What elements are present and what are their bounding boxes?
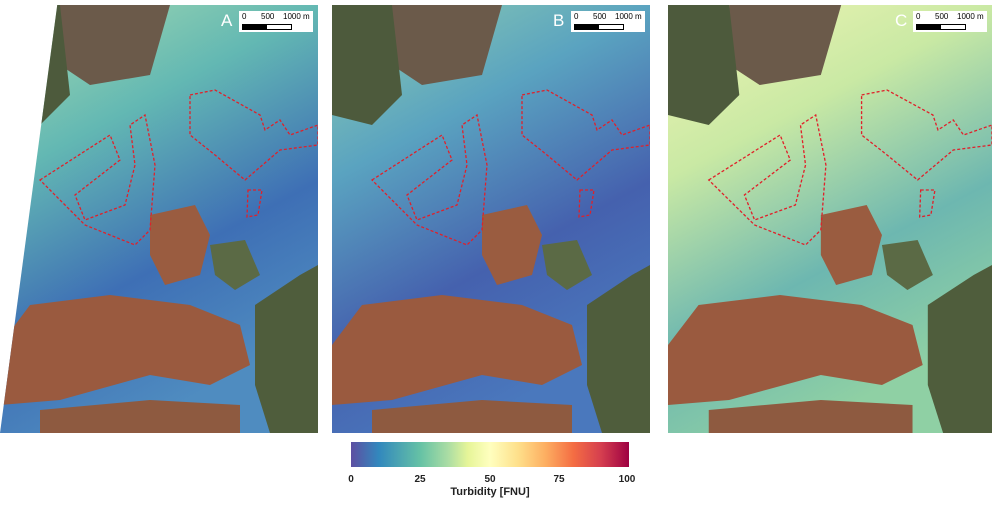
scale-tick: 500: [935, 12, 949, 21]
study-area-outline: [707, 113, 827, 246]
scale-tick: 500: [593, 12, 607, 21]
study-area-outline: [860, 89, 992, 181]
venice-historic-center: [668, 295, 923, 405]
lido-land: [255, 265, 318, 433]
study-area-outline: [370, 113, 488, 246]
lido-land: [927, 265, 992, 433]
scale-bar: 0 500 1000 m: [239, 11, 313, 32]
satellite-panel-c: C 0 500 1000 m: [668, 5, 992, 433]
island-east: [881, 240, 933, 290]
study-area-outline: [38, 113, 156, 246]
island-murano: [820, 205, 882, 285]
scale-bar: 0 500 1000 m: [571, 11, 645, 32]
satellite-panel-a: A 0 500 1000 m: [0, 5, 318, 433]
scale-bar-graphic: [242, 24, 292, 30]
island-east: [210, 240, 260, 290]
giudecca-island: [372, 400, 572, 433]
panel-label: B: [553, 11, 565, 30]
north-land: [668, 5, 740, 125]
panel-label: C: [895, 11, 908, 30]
giudecca-island: [708, 400, 913, 433]
scale-tick: 1000 m: [615, 12, 642, 21]
turbidity-colorbar: [351, 442, 629, 467]
venice-historic-center: [0, 295, 250, 405]
airport-land: [392, 5, 502, 85]
colorbar-tick: 25: [414, 474, 426, 485]
island-east: [542, 240, 592, 290]
scale-bar-graphic: [574, 24, 624, 30]
satellite-panel-b: B 0 500 1000 m: [332, 5, 650, 433]
scale-tick: 500: [261, 12, 275, 21]
panel-label: A: [221, 11, 233, 30]
scale-tick: 0: [916, 12, 921, 21]
study-area-outline: [521, 89, 650, 181]
lido-land: [587, 265, 650, 433]
airport-land: [60, 5, 170, 85]
colorbar-tick: 50: [484, 474, 496, 485]
north-land: [332, 5, 402, 125]
scale-tick: 1000 m: [283, 12, 310, 21]
colorbar-tick: 0: [348, 474, 354, 485]
venice-historic-center: [332, 295, 582, 405]
scale-tick: 1000 m: [957, 12, 984, 21]
study-area-outline: [189, 89, 318, 181]
scale-bar-graphic: [916, 24, 966, 30]
island-murano: [150, 205, 210, 285]
colorbar-tick: 100: [618, 474, 636, 485]
giudecca-island: [40, 400, 240, 433]
airport-land: [729, 5, 842, 85]
scale-tick: 0: [242, 12, 247, 21]
scale-bar: 0 500 1000 m: [913, 11, 987, 32]
colorbar-tick: 75: [553, 474, 565, 485]
island-murano: [482, 205, 542, 285]
colorbar-title: Turbidity [FNU]: [450, 486, 530, 498]
scale-tick: 0: [574, 12, 579, 21]
